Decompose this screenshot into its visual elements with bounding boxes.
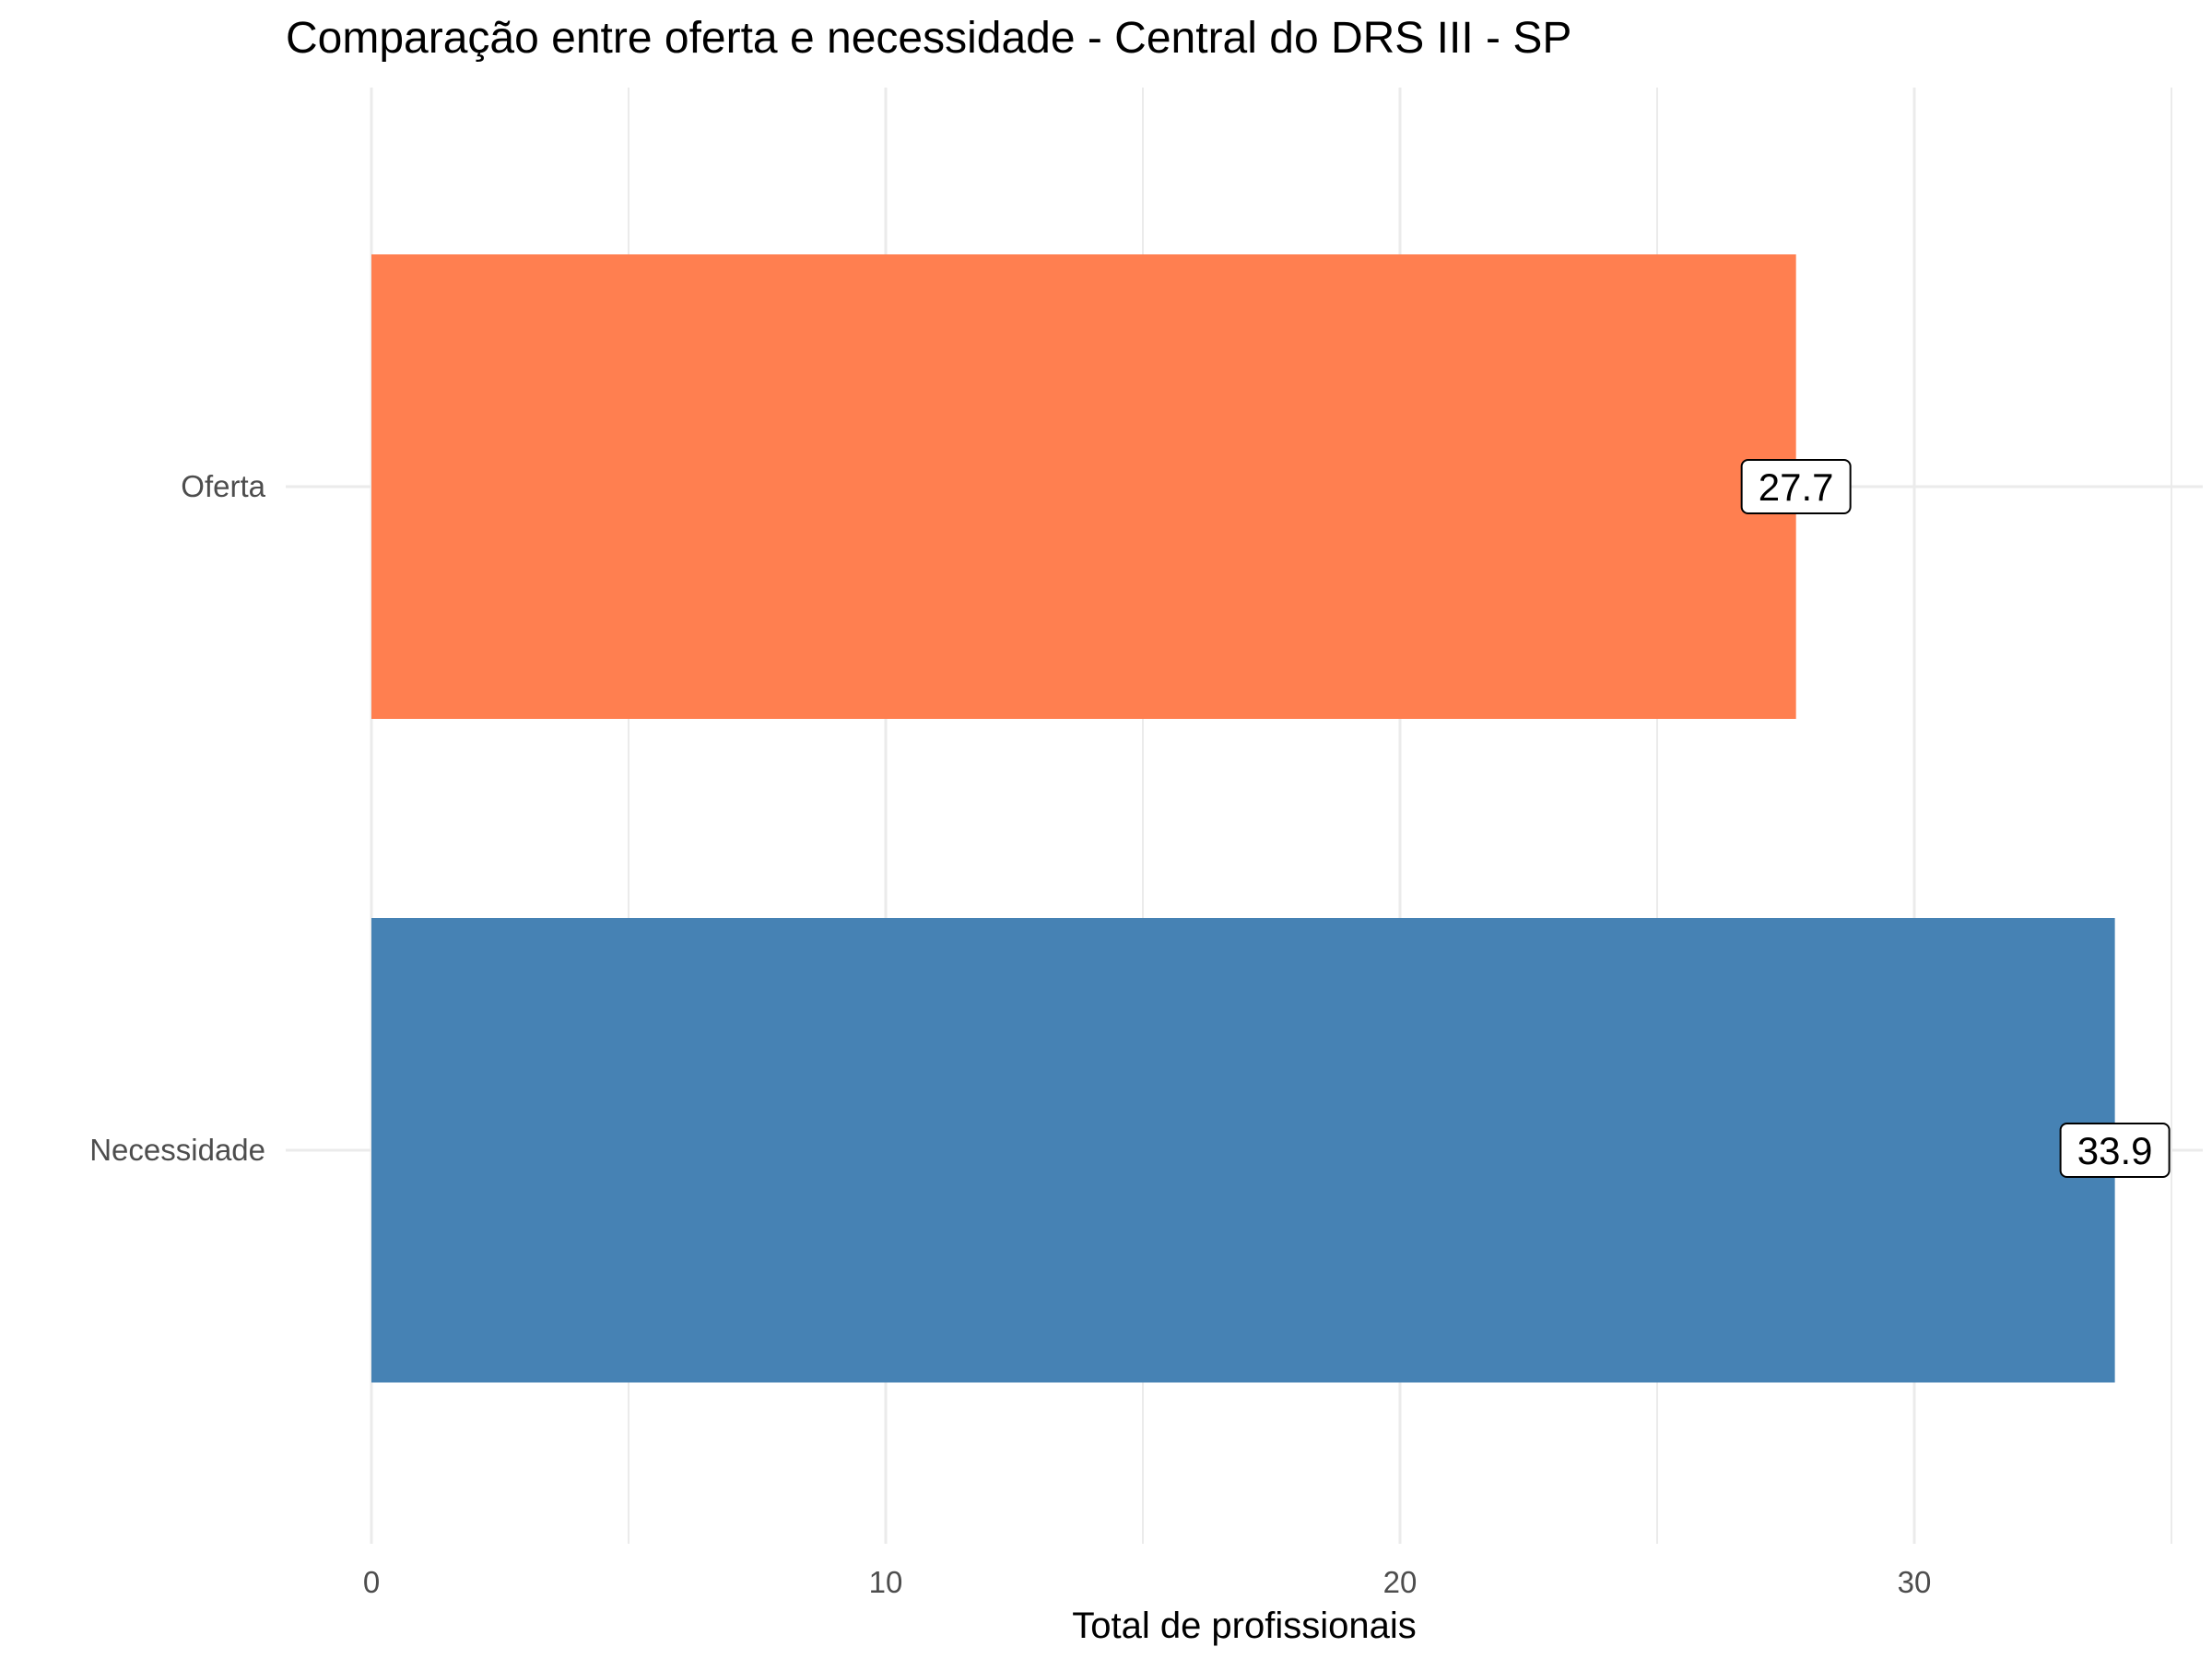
data-labels: 27.7 33.9 (1740, 459, 2171, 1178)
data-label-necessidade: 33.9 (2059, 1123, 2171, 1178)
x-tick-label: 30 (1898, 1565, 1932, 1599)
bar-necessidade (371, 918, 2115, 1382)
x-tick-label: 0 (363, 1565, 380, 1599)
y-tick-label: Necessidade (89, 1133, 265, 1167)
x-axis: 0 10 20 30 (363, 1565, 1932, 1599)
data-label-text: 27.7 (1759, 465, 1834, 509)
bar-oferta (371, 254, 1796, 719)
x-axis-title: Total de profissionais (1072, 1606, 1417, 1646)
y-axis: Oferta Necessidade (89, 469, 265, 1167)
x-tick-label: 10 (869, 1565, 903, 1599)
data-label-box (2059, 1123, 2171, 1178)
data-label-box (1740, 459, 1852, 514)
x-tick-label: 20 (1383, 1565, 1418, 1599)
bars-layer (371, 254, 2115, 1382)
data-label-text: 33.9 (2077, 1129, 2153, 1172)
y-tick-label: Oferta (181, 469, 265, 503)
chart-title: Comparação entre oferta e necessidade - … (286, 14, 1572, 63)
data-label-oferta: 27.7 (1740, 459, 1852, 514)
